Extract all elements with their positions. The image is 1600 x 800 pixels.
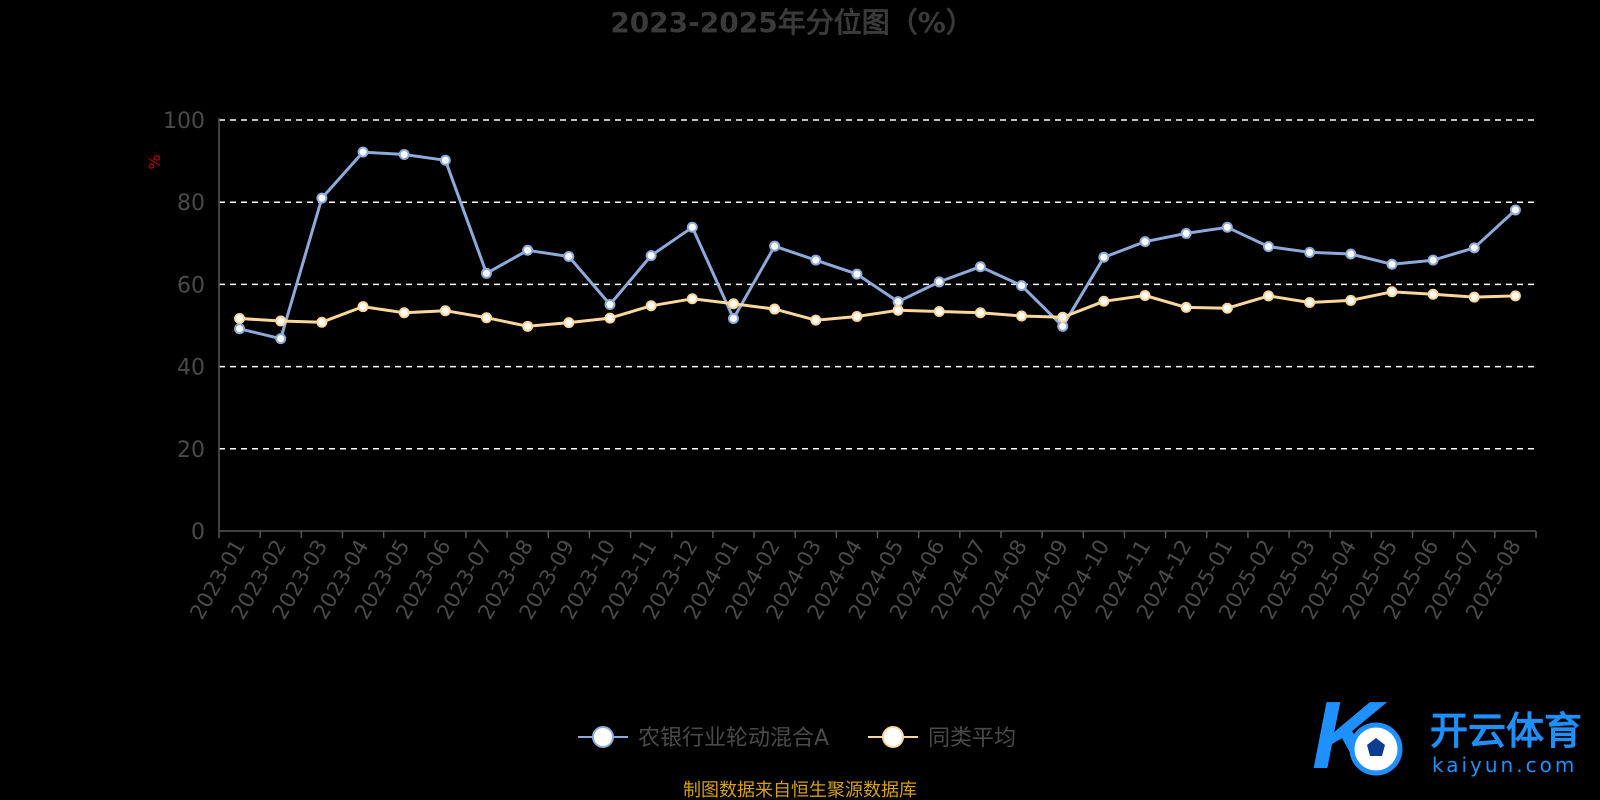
legend-label-peer-average: 同类平均 [928, 726, 1016, 751]
data-point-peer-average[interactable] [727, 298, 739, 310]
data-point-peer-average[interactable] [769, 303, 781, 315]
data-point-fund[interactable] [275, 333, 287, 345]
data-point-fund[interactable] [1468, 242, 1480, 254]
series-fund [234, 146, 1521, 345]
y-tick-label: 40 [177, 356, 205, 381]
data-point-fund[interactable] [769, 240, 781, 252]
data-point-fund[interactable] [563, 250, 575, 262]
data-point-fund[interactable] [1509, 204, 1521, 216]
watermark: K 开云体育 kaiyun.com [1312, 682, 1582, 789]
data-point-fund[interactable] [439, 154, 451, 166]
data-point-peer-average[interactable] [933, 306, 945, 318]
data-point-fund[interactable] [727, 313, 739, 325]
data-point-fund[interactable] [1304, 246, 1316, 258]
legend-label-fund: 农银行业轮动混合A [638, 726, 829, 751]
data-point-fund[interactable] [1262, 241, 1274, 253]
data-point-peer-average[interactable] [1180, 301, 1192, 313]
data-point-peer-average[interactable] [357, 301, 369, 313]
legend: 农银行业轮动混合A 同类平均 [578, 726, 1016, 751]
series-line-fund [239, 150, 1517, 341]
data-source-note: 制图数据来自恒生聚源数据库 [683, 780, 917, 800]
y-tick-label: 100 [163, 109, 205, 134]
data-point-fund[interactable] [1180, 227, 1192, 239]
data-point-fund[interactable] [1098, 251, 1110, 263]
data-point-peer-average[interactable] [604, 312, 616, 324]
grid-lines [219, 119, 1536, 450]
data-point-peer-average[interactable] [645, 300, 657, 312]
y-axis-ticks: 0 20 40 60 80 100 [163, 109, 205, 545]
data-point-peer-average[interactable] [1098, 295, 1110, 307]
data-point-fund[interactable] [604, 299, 616, 311]
series-layer [234, 146, 1521, 345]
data-point-fund[interactable] [1016, 280, 1028, 292]
y-axis-label: % [145, 154, 164, 169]
data-point-peer-average[interactable] [1509, 290, 1521, 302]
x-axis-ticks: 2023-012023-022023-032023-042023-052023-… [185, 536, 1526, 624]
data-point-peer-average[interactable] [1221, 302, 1233, 314]
data-point-fund[interactable] [810, 254, 822, 266]
data-point-peer-average[interactable] [563, 317, 575, 329]
data-point-fund[interactable] [851, 268, 863, 280]
watermark-brand-cn: 开云体育 [1430, 709, 1582, 753]
legend-item-peer-average[interactable]: 同类平均 [868, 726, 1016, 751]
data-point-peer-average[interactable] [1016, 310, 1028, 322]
data-point-peer-average[interactable] [1468, 291, 1480, 303]
data-point-peer-average[interactable] [1427, 288, 1439, 300]
data-point-fund[interactable] [1427, 254, 1439, 266]
data-point-fund[interactable] [522, 244, 534, 256]
data-point-peer-average[interactable] [481, 312, 493, 324]
data-point-fund[interactable] [1139, 236, 1151, 248]
data-point-peer-average[interactable] [234, 313, 246, 325]
watermark-brand-en: kaiyun.com [1432, 753, 1577, 777]
y-tick-label: 80 [177, 191, 205, 216]
y-tick-label: 0 [191, 520, 205, 545]
data-point-peer-average[interactable] [398, 307, 410, 319]
data-point-peer-average[interactable] [1386, 286, 1398, 298]
legend-marker-fund [592, 726, 614, 748]
data-point-peer-average[interactable] [1345, 294, 1357, 306]
data-point-peer-average[interactable] [1262, 290, 1274, 302]
data-point-fund[interactable] [1345, 248, 1357, 260]
legend-marker-peer-average [882, 726, 904, 748]
y-tick-label: 20 [177, 438, 205, 463]
data-point-peer-average[interactable] [439, 305, 451, 317]
data-point-fund[interactable] [1221, 221, 1233, 233]
data-point-fund[interactable] [933, 276, 945, 288]
data-point-fund[interactable] [316, 192, 328, 204]
series-line-peer-average [239, 290, 1516, 328]
legend-item-fund[interactable]: 农银行业轮动混合A [578, 726, 829, 751]
data-point-peer-average[interactable] [974, 307, 986, 319]
data-point-fund[interactable] [686, 221, 698, 233]
data-point-fund[interactable] [645, 250, 657, 262]
data-point-fund[interactable] [398, 149, 410, 161]
data-point-fund[interactable] [1386, 258, 1398, 270]
data-point-fund[interactable] [1057, 320, 1069, 332]
series-peer-average [234, 286, 1521, 332]
data-point-peer-average[interactable] [851, 310, 863, 322]
data-point-peer-average[interactable] [1139, 289, 1151, 301]
axes [218, 118, 1537, 538]
kaiyun-soccer-logo-icon: K [1312, 682, 1403, 789]
data-point-peer-average[interactable] [1057, 311, 1069, 323]
data-point-peer-average[interactable] [810, 314, 822, 326]
y-tick-label: 60 [177, 273, 205, 298]
data-point-fund[interactable] [481, 267, 493, 279]
data-point-peer-average[interactable] [522, 320, 534, 332]
data-point-peer-average[interactable] [686, 293, 698, 305]
data-point-fund[interactable] [234, 323, 246, 335]
data-point-peer-average[interactable] [275, 315, 287, 327]
data-point-fund[interactable] [974, 261, 986, 273]
chart-title: 2023-2025年分位图（%） [610, 6, 974, 39]
data-point-peer-average[interactable] [1304, 296, 1316, 308]
data-point-fund[interactable] [357, 146, 369, 158]
data-point-peer-average[interactable] [892, 304, 904, 316]
data-point-peer-average[interactable] [316, 316, 328, 328]
